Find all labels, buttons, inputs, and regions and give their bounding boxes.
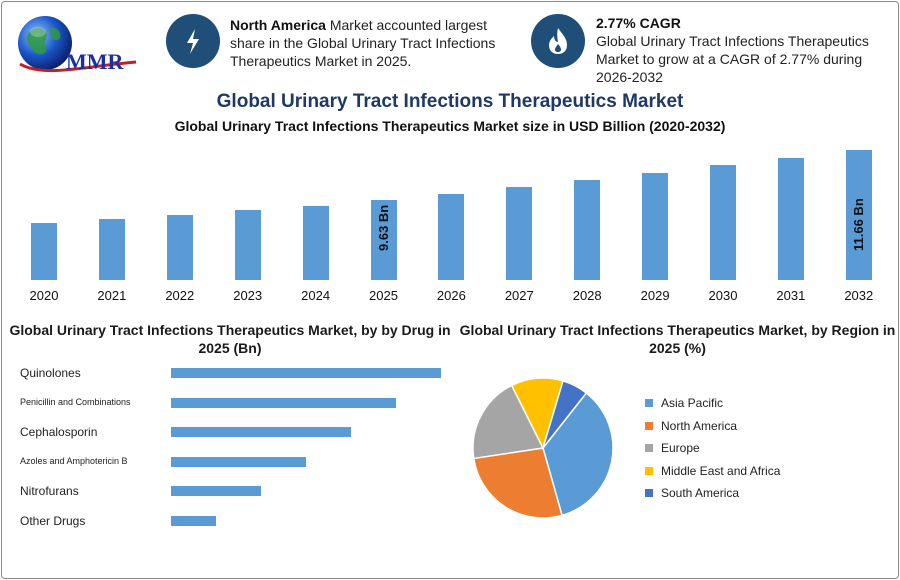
legend-swatch-north-america [645, 421, 653, 430]
bar-2028 [574, 180, 601, 280]
stat1-bold: North America [230, 17, 326, 33]
market-size-chart-title: Global Urinary Tract Infections Therapeu… [174, 118, 726, 134]
x-tick-2024: 2024 [301, 288, 331, 303]
drug-bar-quinolones [171, 368, 441, 378]
flame-icon [531, 14, 585, 68]
logo-text: MMR [66, 49, 125, 74]
region-chart-title: Global Urinary Tract Infections Therapeu… [459, 322, 896, 356]
stat2-text: Global Urinary Tract Infections Therapeu… [596, 33, 869, 85]
x-tick-2028: 2028 [572, 288, 602, 303]
legend-item-south-america: South America [645, 486, 739, 500]
x-tick-2025: 2025 [369, 288, 398, 303]
mmr-logo: MMR [18, 16, 137, 74]
x-tick-2022: 2022 [165, 288, 195, 303]
data-label-2025: 9.63 Bn [375, 204, 391, 251]
legend-swatch-asia-pacific [645, 399, 653, 407]
bar-2021 [98, 218, 125, 280]
bar-2022 [166, 214, 193, 280]
legend-swatch-south-america [645, 489, 653, 498]
drug-bar-penicillin-and-combinations [171, 397, 396, 408]
region-pie-chart [472, 377, 614, 519]
stat-cagr: 2.77% CAGR Global Urinary Tract Infectio… [596, 14, 881, 86]
x-tick-2032: 2032 [844, 288, 874, 303]
legend-label-north-america: North America [661, 418, 738, 433]
bar-2031 [777, 157, 804, 280]
x-tick-2029: 2029 [640, 288, 670, 303]
legend-label-europe: Europe [661, 441, 700, 456]
bar-2030 [710, 165, 736, 280]
bar-2020 [31, 222, 57, 280]
drug-label-other-drugs: Other Drugs [20, 514, 86, 528]
x-tick-2021: 2021 [97, 288, 127, 303]
legend-label-asia-pacific: Asia Pacific [661, 396, 724, 410]
x-tick-2026: 2026 [436, 288, 466, 303]
legend-item-asia-pacific: Asia Pacific [645, 396, 723, 410]
stat-north-america: North America Market accounted largest s… [230, 16, 510, 70]
stat2-bold: 2.77% CAGR [596, 15, 681, 31]
drug-bar-other-drugs [171, 516, 216, 526]
x-tick-2020: 2020 [29, 288, 59, 303]
drug-label-azoles-and-amphotericin-b: Azoles and Amphotericin B [20, 456, 128, 467]
bar-2032 [845, 150, 872, 280]
pie-slice-south-america [542, 379, 588, 449]
drug-label-nitrofurans: Nitrofurans [20, 484, 79, 499]
bar-2027 [506, 186, 533, 280]
legend-swatch-middle-east-and-africa [645, 466, 653, 475]
legend-label-middle-east-and-africa: Middle East and Africa [661, 463, 781, 478]
market-size-bar-chart: 2020 2021 2022 2023 2024 2025 9.63 Bn 2026 2027 2… [0, 140, 900, 310]
drug-label-penicillin-and-combinations: Penicillin and Combinations [20, 397, 131, 408]
bar-2026 [438, 193, 465, 280]
drug-bar-azoles-and-amphotericin-b [171, 456, 306, 467]
bar-2029 [642, 172, 669, 280]
legend-item-europe: Europe [645, 441, 700, 455]
x-tick-2030: 2030 [708, 288, 738, 303]
stat1-text: Market accounted largest share in the Gl… [230, 17, 496, 69]
drug-bar-cephalosporin [171, 427, 351, 438]
data-label-2032: 11.66 Bn [850, 198, 866, 251]
lightning-icon [166, 14, 220, 68]
legend-swatch-europe [645, 444, 653, 453]
x-tick-2023: 2023 [233, 288, 263, 303]
x-tick-2027: 2027 [504, 288, 534, 303]
drug-chart-title: Global Urinary Tract Infections Therapeu… [9, 322, 451, 356]
legend-item-middle-east-and-africa: Middle East and Africa [645, 464, 780, 478]
pie-slice-europe [472, 384, 545, 460]
bar-2024 [302, 205, 329, 280]
bar-2025 [370, 200, 397, 280]
page-title: Global Urinary Tract Infections Therapeu… [216, 91, 684, 112]
legend-label-south-america: South America [661, 486, 740, 501]
drug-label-cephalosporin: Cephalosporin [20, 425, 98, 440]
bar-2023 [234, 210, 261, 280]
drug-label-quinolones: Quinolones [20, 366, 81, 380]
pie-slice-north-america [472, 447, 563, 519]
drug-bar-nitrofurans [171, 486, 261, 497]
pie-slice-asia-pacific [542, 391, 614, 517]
x-tick-2031: 2031 [776, 288, 806, 303]
legend-item-north-america: North America [645, 419, 737, 433]
